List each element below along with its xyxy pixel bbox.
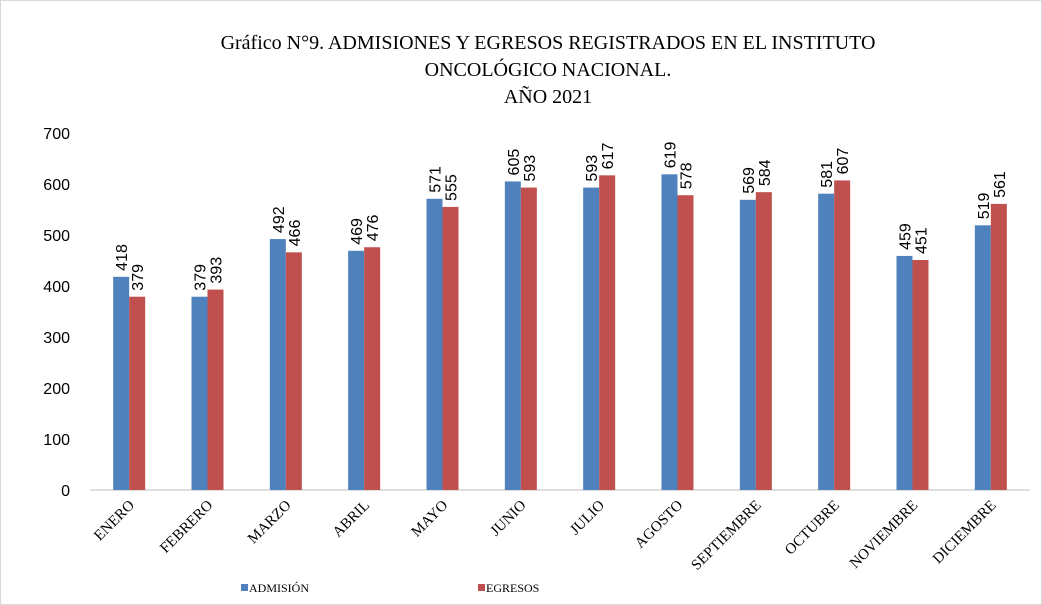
data-label: 379 — [130, 264, 147, 291]
data-label: 607 — [835, 148, 852, 175]
bar — [442, 206, 459, 490]
chart-title: AÑO 2021 — [504, 84, 592, 108]
data-label: 555 — [444, 174, 461, 201]
bar — [599, 175, 616, 490]
data-label: 584 — [757, 159, 774, 186]
data-label: 379 — [193, 264, 210, 291]
bar — [269, 239, 286, 490]
data-label: 593 — [522, 155, 539, 182]
data-label: 519 — [976, 193, 993, 220]
chart-title: ONCOLÓGICO NACIONAL. — [425, 57, 672, 81]
data-label: 459 — [898, 223, 915, 250]
bar — [755, 192, 772, 490]
data-label: 418 — [114, 244, 131, 271]
bar — [348, 250, 365, 490]
bar — [113, 276, 130, 490]
bar — [834, 180, 851, 490]
data-label: 571 — [428, 166, 445, 193]
y-tick-label: 100 — [43, 432, 70, 449]
bar — [207, 289, 224, 490]
data-label: 578 — [679, 162, 696, 189]
data-label: 619 — [663, 142, 680, 169]
legend-swatch — [241, 584, 248, 591]
y-tick-label: 700 — [43, 126, 70, 143]
bar — [661, 174, 678, 490]
legend-swatch — [478, 584, 485, 591]
data-label: 469 — [349, 218, 366, 245]
bar — [364, 247, 381, 490]
bar — [818, 193, 835, 490]
data-label: 492 — [271, 206, 288, 233]
y-tick-label: 200 — [43, 381, 70, 398]
bar — [583, 187, 600, 490]
data-label: 605 — [506, 149, 523, 176]
data-label: 561 — [992, 171, 1009, 198]
data-label: 593 — [584, 155, 601, 182]
bar — [285, 252, 302, 490]
bar — [426, 198, 443, 491]
bar — [990, 203, 1007, 490]
data-label: 476 — [365, 214, 382, 241]
y-tick-label: 300 — [43, 330, 70, 347]
bar — [677, 195, 694, 490]
data-label: 393 — [209, 257, 226, 284]
bar — [912, 259, 929, 490]
bar — [739, 199, 756, 490]
data-label: 617 — [600, 143, 617, 170]
bar — [520, 187, 537, 490]
legend-label: EGRESOS — [486, 581, 539, 595]
y-tick-label: 0 — [61, 483, 70, 500]
chart-title: Gráfico N°9. ADMISIONES Y EGRESOS REGIST… — [221, 32, 876, 54]
data-label: 466 — [287, 220, 304, 247]
y-tick-label: 400 — [43, 279, 70, 296]
bar — [974, 225, 991, 490]
data-label: 569 — [741, 167, 758, 194]
y-tick-label: 600 — [43, 177, 70, 194]
data-label: 451 — [914, 227, 931, 254]
bar — [504, 181, 521, 490]
bar — [191, 296, 208, 490]
legend-label: ADMISIÓN — [249, 581, 309, 595]
bar — [129, 296, 146, 490]
data-label: 581 — [819, 161, 836, 188]
y-tick-label: 500 — [43, 228, 70, 245]
bar — [896, 255, 913, 490]
